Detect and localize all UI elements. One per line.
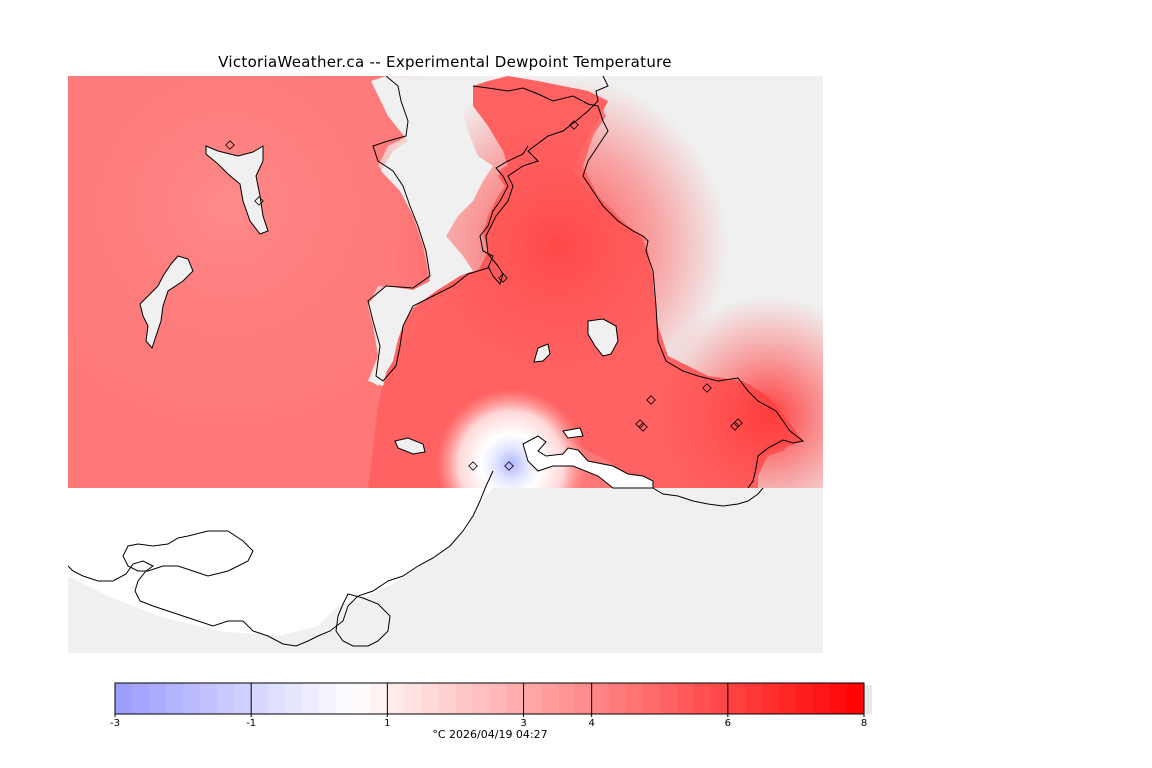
colorbar-tick-label: 4 [588,718,594,729]
colorbar-swatch [761,683,780,714]
station-marker [498,273,508,283]
colorbar-swatch [183,683,201,714]
colorbar-swatch [659,683,678,714]
colorbar-swatch [727,683,746,714]
colorbar-swatch [166,683,184,714]
harbour-inlet [562,427,584,439]
coastline-peninsula-east [472,85,805,489]
colorbar-tick-label: 8 [861,718,867,729]
lake-south [394,437,426,455]
coastline-victoria-east [652,487,764,507]
colorbar-swatch [540,683,559,714]
lake-west [139,255,194,349]
colorbar-tick-label: -3 [110,718,120,729]
station-marker [569,120,579,130]
colorbar-tick-label: 3 [520,718,526,729]
colorbar-swatch [744,683,763,714]
map-title: VictoriaWeather.ca -- Experimental Dewpo… [218,53,672,71]
colorbar-swatch [829,683,848,714]
station-marker [638,422,648,432]
colorbar-swatch [557,683,576,714]
colorbar-swatch [489,683,508,714]
south-water [68,488,493,636]
colorbar-swatch [421,683,439,714]
colorbar-dividers [114,683,865,717]
lake-east-1 [587,318,619,357]
colorbar-swatch [387,683,405,714]
colorbar-swatch [625,683,644,714]
lake-north [205,145,269,235]
station-marker [254,196,264,206]
coastline-south-islets [335,593,391,647]
colorbar-swatches [115,683,872,714]
colorbar-swatch [132,683,150,714]
colorbar-swatch [608,683,627,714]
colorbar-swatch [285,683,303,714]
colorbar-tick-label: 1 [384,718,390,729]
station-marker [635,419,645,429]
colorbar-swatch [506,683,525,714]
colorbar-swatch [778,683,797,714]
station-marker [468,461,478,471]
colorbar-ticks: -3 -1 1 3 4 6 8 [110,718,867,729]
station-marker [646,395,656,405]
colorbar-tick-label: -1 [246,718,256,729]
colorbar-swatch [149,683,167,714]
colorbar-swatch [200,683,218,714]
coastline-saanich-inlet [485,76,609,286]
colorbar-swatch [353,683,371,714]
colorbar-swatch [234,683,252,714]
colorbar-swatch [693,683,712,714]
colorbar-swatch [812,683,831,714]
colorbar-swatch [268,683,286,714]
colorbar-swatch [115,683,133,714]
station-marker [733,418,743,428]
colorbar-caption: °C 2026/04/19 04:27 [432,728,547,741]
colorbar-swatch [251,683,269,714]
colorbar-swatch [404,683,422,714]
colorbar-swatch [455,683,473,714]
inlet-water-overlay [368,76,493,386]
colorbar-swatch [370,683,388,714]
station-markers [225,120,743,471]
colorbar-swatch [438,683,456,714]
colorbar-swatch [523,683,542,714]
colorbar-swatch [336,683,354,714]
colorbar-swatch [591,683,610,714]
colorbar-swatch [302,683,320,714]
coastline [68,76,805,647]
coastline-sooke-basin [122,530,254,577]
coastline-west-shore [367,76,529,382]
colorbar-swatch [472,683,490,714]
colorbar-swatch [676,683,695,714]
colorbar: -3 -1 1 3 4 6 8 °C 2026/04/19 04:27 [110,682,872,741]
station-marker [702,383,712,393]
coastline-victoria-south [68,470,494,647]
station-marker [504,461,514,471]
colorbar-swatch [217,683,235,714]
colorbar-shadow [864,685,872,714]
lake-east-2 [533,343,551,363]
station-marker [225,140,235,150]
colorbar-swatch [642,683,661,714]
dewpoint-map [68,76,823,653]
colorbar-swatch [319,683,337,714]
harbour-water [522,435,654,489]
colorbar-swatch [795,683,814,714]
colorbar-swatch [846,683,865,714]
colorbar-swatch [710,683,729,714]
colorbar-swatch [574,683,593,714]
colorbar-tick-label: 6 [725,718,731,729]
station-marker [730,421,740,431]
